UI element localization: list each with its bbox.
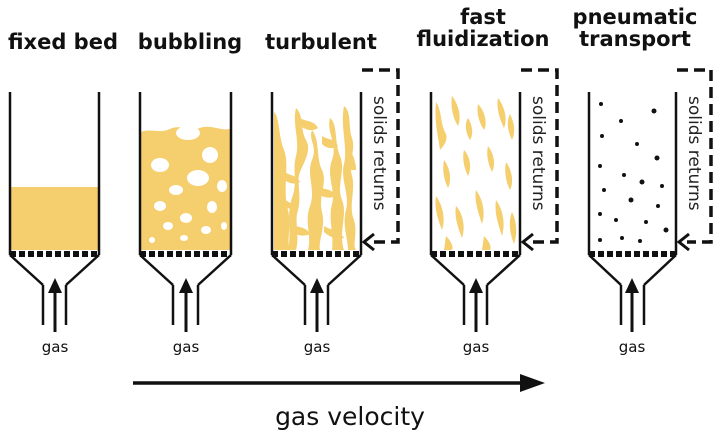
solids-returns-label: solids returns (684, 96, 704, 211)
column-fixed-bed (8, 92, 101, 332)
gas-label: gas (172, 338, 200, 356)
title-line-1: fast (460, 5, 506, 29)
gas-label: gas (462, 338, 490, 356)
solids-returns-label: solids returns (528, 96, 548, 211)
vessel (270, 92, 363, 325)
solids-return-loop (362, 68, 400, 244)
title-line: turbulent (265, 30, 377, 54)
return-arrowhead (676, 232, 690, 252)
solids-return-loop (677, 68, 713, 244)
gas-label: gas (303, 338, 331, 356)
solids-return-loop (521, 68, 559, 244)
title-line-1: pneumatic (572, 5, 698, 29)
solids-returns-label: solids returns (369, 96, 389, 211)
vessel (587, 92, 678, 325)
title-fixed-bed: fixed bed (4, 31, 122, 53)
return-arrowhead (520, 232, 534, 252)
gas-velocity-arrow (133, 374, 545, 392)
column-fast-fluidization: solids returns (429, 68, 559, 332)
gas-velocity-label: gas velocity (275, 402, 425, 431)
title-pneumatic-transport: pneumatic transport (566, 6, 704, 50)
title-line: fixed bed (7, 30, 118, 54)
vessel (138, 92, 233, 325)
gas-inlet-arrow (310, 278, 324, 332)
gas-inlet-arrow (469, 278, 483, 332)
return-arrowhead (361, 232, 375, 252)
title-turbulent: turbulent (258, 31, 384, 53)
vessel (429, 92, 522, 325)
solids-clusters (435, 96, 517, 250)
gas-inlet-arrow (179, 278, 193, 332)
gas-inlet-arrow (48, 278, 62, 332)
title-fast-fluidization: fast fluidization (410, 6, 556, 50)
title-line-2: fluidization (416, 27, 550, 51)
vessel (8, 92, 101, 325)
column-bubbling (138, 92, 233, 332)
solids-fill (11, 187, 98, 250)
gas-inlet-arrow (625, 278, 639, 332)
title-line: bubbling (137, 30, 243, 54)
bubbles (149, 126, 227, 243)
dispersed-particles (598, 102, 669, 243)
column-turbulent: solids returns (270, 68, 400, 332)
gas-label: gas (618, 338, 646, 356)
gas-label: gas (41, 338, 69, 356)
title-bubbling: bubbling (130, 31, 250, 53)
column-pneumatic-transport: solids returns (587, 68, 713, 332)
solids-streaks (274, 106, 356, 250)
solids-fill (141, 126, 230, 250)
title-line-2: transport (579, 27, 691, 51)
